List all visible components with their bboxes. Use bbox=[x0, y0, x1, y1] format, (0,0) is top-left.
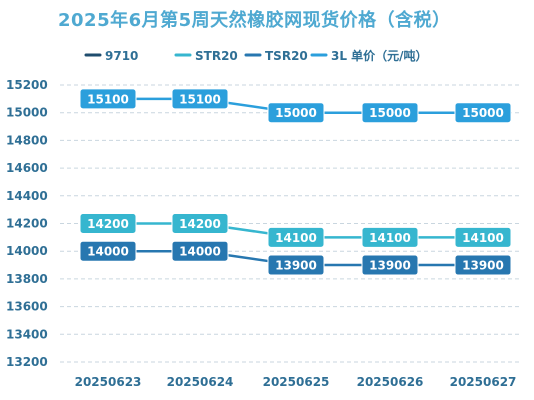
data-label-box bbox=[361, 226, 419, 248]
data-label: 15000 bbox=[275, 106, 317, 120]
data-label: 15100 bbox=[87, 92, 129, 106]
data-label-box bbox=[454, 226, 512, 248]
data-label-box bbox=[79, 240, 137, 262]
y-tick-label: 14000 bbox=[6, 244, 48, 258]
data-label: 15000 bbox=[462, 106, 504, 120]
data-label: 13900 bbox=[275, 259, 317, 273]
x-tick-label: 20250625 bbox=[263, 375, 330, 389]
data-label: 15000 bbox=[369, 106, 411, 120]
data-label: 14100 bbox=[462, 231, 504, 245]
y-tick-label: 13200 bbox=[6, 355, 48, 369]
data-label: 14200 bbox=[179, 217, 221, 231]
data-label: 15100 bbox=[179, 92, 221, 106]
y-tick-label: 13600 bbox=[6, 300, 48, 314]
x-tick-label: 20250626 bbox=[357, 375, 424, 389]
data-label-box bbox=[267, 226, 325, 248]
x-tick-label: 20250623 bbox=[75, 375, 142, 389]
data-label-box bbox=[454, 254, 512, 276]
data-label: 14000 bbox=[87, 245, 129, 259]
data-label-box bbox=[171, 88, 229, 110]
x-tick-label: 20250624 bbox=[167, 375, 234, 389]
y-tick-label: 14200 bbox=[6, 217, 48, 231]
legend-entry: 3L 单价（元/吨） bbox=[331, 48, 428, 63]
data-label-box bbox=[79, 213, 137, 234]
data-label-box bbox=[361, 254, 419, 276]
y-tick-label: 15000 bbox=[6, 106, 48, 120]
data-label: 14100 bbox=[369, 231, 411, 245]
y-tick-label: 13400 bbox=[6, 327, 48, 341]
data-label-box bbox=[171, 213, 229, 234]
legend-entry: TSR20 bbox=[265, 49, 308, 63]
data-label-box bbox=[267, 254, 325, 276]
data-label: 14000 bbox=[179, 245, 221, 259]
chart-title: 2025年6月第5周天然橡胶网现货价格（含税） bbox=[58, 10, 451, 31]
y-tick-label: 13800 bbox=[6, 272, 48, 286]
x-tick-label: 20250627 bbox=[450, 375, 517, 389]
y-tick-label: 14800 bbox=[6, 133, 48, 147]
y-tick-label: 15200 bbox=[6, 78, 48, 92]
y-tick-label: 14600 bbox=[6, 161, 48, 175]
data-label: 13900 bbox=[462, 259, 504, 273]
data-label-box bbox=[267, 102, 325, 124]
data-label: 14100 bbox=[275, 231, 317, 245]
data-label: 14200 bbox=[87, 217, 129, 231]
data-label: 13900 bbox=[369, 259, 411, 273]
data-label-box bbox=[454, 102, 512, 124]
data-label-box bbox=[361, 102, 419, 124]
data-label-box bbox=[79, 88, 137, 110]
legend-entry: 9710 bbox=[105, 49, 138, 63]
y-tick-label: 14400 bbox=[6, 189, 48, 203]
data-label-box bbox=[171, 240, 229, 262]
legend-entry: STR20 bbox=[195, 49, 238, 63]
